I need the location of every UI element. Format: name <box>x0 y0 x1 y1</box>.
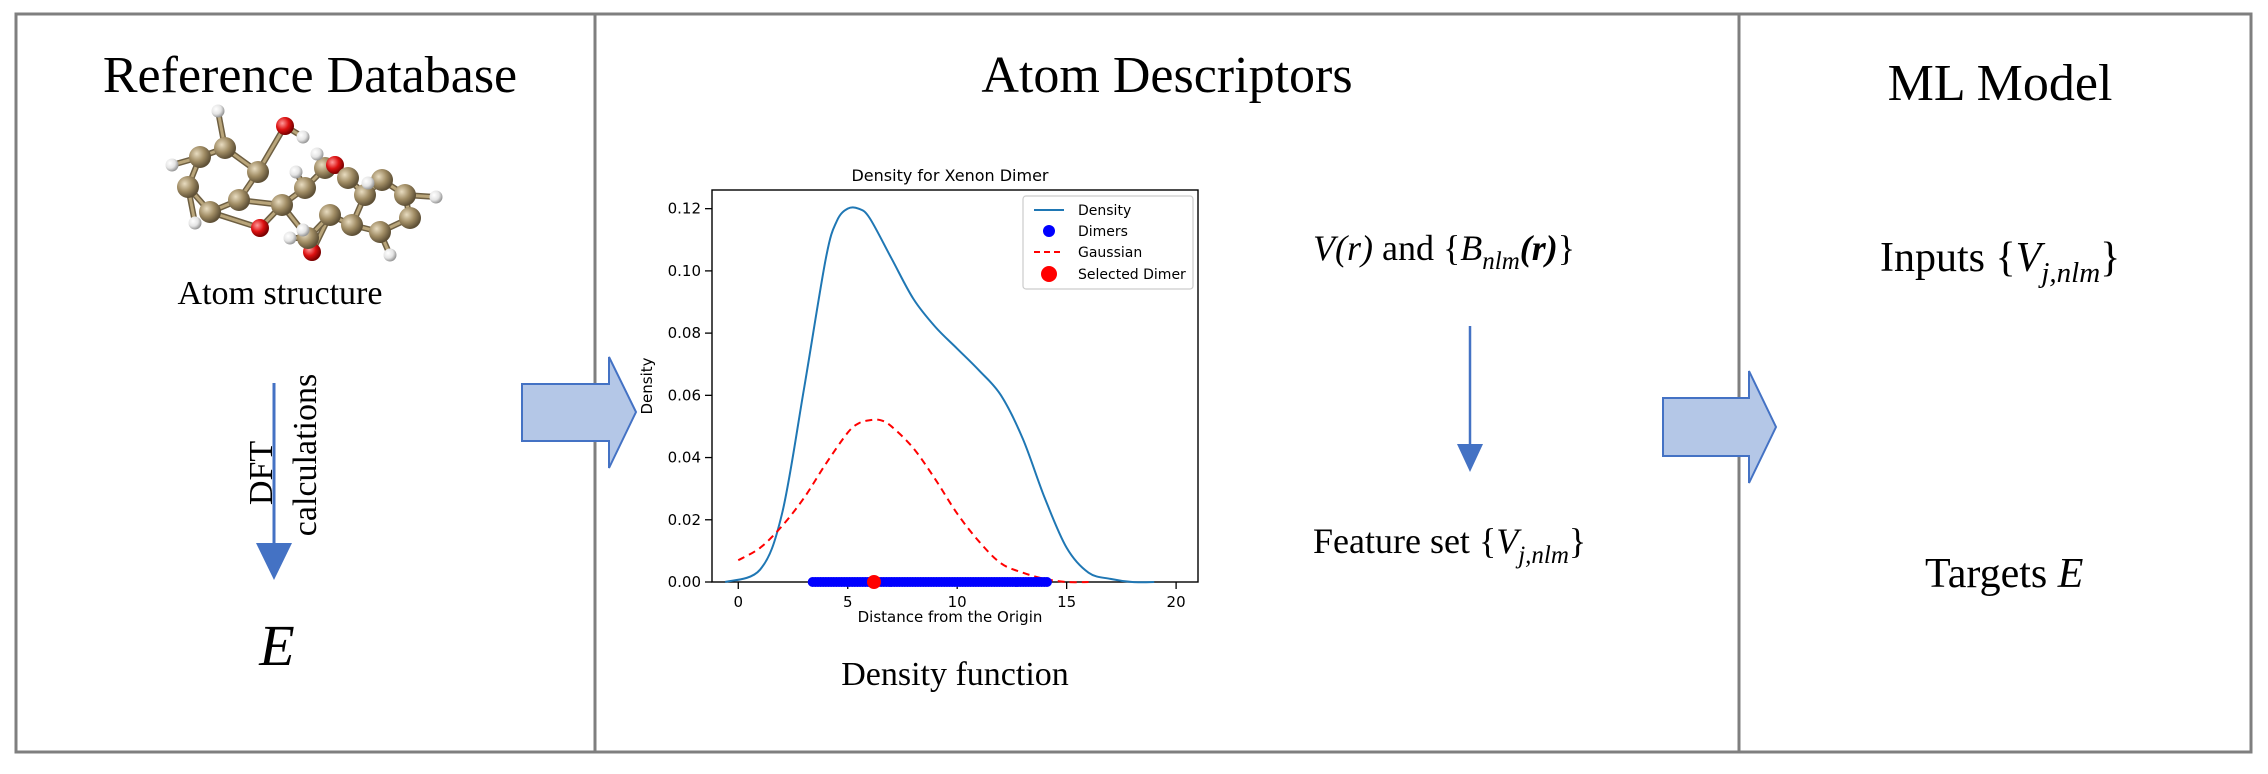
molecule-atom <box>394 184 416 206</box>
legend-dimers-swatch <box>1043 225 1055 237</box>
formula-r: (r) <box>1335 228 1373 268</box>
molecule-atom <box>310 147 324 161</box>
feature-v: V <box>1496 521 1522 561</box>
inputs-close: } <box>2100 235 2120 281</box>
energy-symbol: E <box>258 613 294 678</box>
chart-series <box>724 206 1155 589</box>
inputs-v: V <box>2016 235 2046 281</box>
formula-rbold: (r) <box>1520 228 1558 268</box>
block-arrow-to-descriptors <box>521 356 638 469</box>
y-tick-label-6: 0.12 <box>668 200 701 218</box>
calculations-label: calculations <box>287 374 324 536</box>
molecule-atom <box>319 204 341 226</box>
targets-e: E <box>2057 551 2084 597</box>
feature-text: Feature set { <box>1313 521 1496 561</box>
formula-and: and { <box>1373 228 1460 268</box>
formula-b: B <box>1460 228 1482 268</box>
molecule-atom <box>214 137 236 159</box>
chart-ticks: 0 5 10 15 20 0.00 0.02 0.04 0.06 0.08 0.10 0.12 <box>668 200 1186 611</box>
density-function-caption: Density function <box>841 656 1069 693</box>
molecule-atom <box>177 176 199 198</box>
legend-selected-label: Selected Dimer <box>1078 267 1186 283</box>
molecule-atom <box>247 161 269 183</box>
targets-text: Targets <box>1925 551 2058 597</box>
molecule-atom <box>189 146 211 168</box>
chart-x-label: Distance from the Origin <box>858 608 1043 626</box>
density-series-line <box>724 206 1155 584</box>
molecule-atom <box>383 248 397 262</box>
molecule-atom <box>271 194 293 216</box>
reference-title: Reference Database <box>103 47 517 104</box>
molecule-atom <box>276 117 294 135</box>
legend-density-label: Density <box>1078 203 1131 219</box>
inputs-label: Inputs {Vj,nlm} <box>1880 235 2120 289</box>
descriptor-arrow-head <box>1457 444 1483 472</box>
chart-title: Density for Xenon Dimer <box>851 166 1048 185</box>
y-tick-label-5: 0.10 <box>668 262 701 280</box>
molecule-illustration <box>165 104 443 262</box>
x-tick-label-0: 0 <box>733 593 743 611</box>
molecule-atom <box>283 231 297 245</box>
chart-y-label: Density <box>638 357 656 414</box>
inputs-sub: j,nlm <box>2037 257 2100 289</box>
molecule-atom <box>429 190 443 204</box>
molecule-atom <box>228 189 250 211</box>
x-tick-label-2: 10 <box>948 593 967 611</box>
gaussian-series-line <box>737 418 1089 584</box>
molecule-atom <box>361 176 375 190</box>
dft-label: DFT <box>243 441 280 505</box>
chart-legend: Density Dimers Gaussian Selected Dimer <box>1022 195 1194 290</box>
molecule-atom <box>326 156 344 174</box>
molecule-atom <box>371 169 393 191</box>
x-tick-label-3: 15 <box>1057 593 1076 611</box>
legend-dimers-label: Dimers <box>1078 224 1128 240</box>
formula-v: V <box>1313 228 1339 268</box>
legend-selected-swatch <box>1041 266 1057 282</box>
molecule-atom <box>399 207 421 229</box>
selected-dimer-point <box>867 575 881 589</box>
molecule-atom <box>296 130 310 144</box>
molecule-atom <box>337 167 359 189</box>
molecule-atom <box>341 214 363 236</box>
block-arrow-to-model <box>1662 370 1778 484</box>
molecule-atom <box>294 177 316 199</box>
density-chart: Density for Xenon Dimer 0 5 10 15 20 0.00 0.02… <box>638 166 1199 626</box>
molecule-atom <box>369 221 391 243</box>
molecule-atom <box>354 184 376 206</box>
y-tick-label-4: 0.08 <box>668 324 701 342</box>
y-tick-label-3: 0.06 <box>668 386 701 404</box>
model-title: ML Model <box>1888 55 2113 112</box>
descriptor-formula: V(r) and {Bnlm(r)} <box>1313 228 1575 275</box>
descriptors-title: Atom Descriptors <box>981 47 1352 104</box>
targets-label: Targets E <box>1925 551 2083 597</box>
y-tick-label-0: 0.00 <box>668 573 701 591</box>
x-tick-label-4: 20 <box>1167 593 1186 611</box>
molecule-atom <box>165 158 179 172</box>
feature-set-label: Feature set {Vj,nlm} <box>1313 521 1586 569</box>
feature-sub: j,nlm <box>1515 542 1569 569</box>
y-tick-label-2: 0.04 <box>668 449 701 467</box>
dft-arrow-head <box>256 543 292 580</box>
feature-close: } <box>1569 521 1586 561</box>
inputs-text: Inputs { <box>1880 235 2016 281</box>
molecule-atom <box>289 165 303 179</box>
molecule-atom <box>296 223 310 237</box>
molecule-atom <box>188 216 202 230</box>
molecule-atom <box>251 219 269 237</box>
atom-structure-caption: Atom structure <box>178 275 383 312</box>
y-tick-label-1: 0.02 <box>668 511 701 529</box>
legend-gaussian-label: Gaussian <box>1078 245 1142 261</box>
molecule-atom <box>199 201 221 223</box>
formula-close: } <box>1558 228 1575 268</box>
panel-descriptors-border <box>593 12 1741 754</box>
legend-box <box>1022 195 1194 290</box>
dimer-point <box>1041 577 1052 587</box>
x-tick-label-1: 5 <box>843 593 853 611</box>
formula-b-sub: nlm <box>1482 248 1520 275</box>
panel-model-border <box>1737 12 2253 754</box>
molecule-atom <box>211 104 225 118</box>
